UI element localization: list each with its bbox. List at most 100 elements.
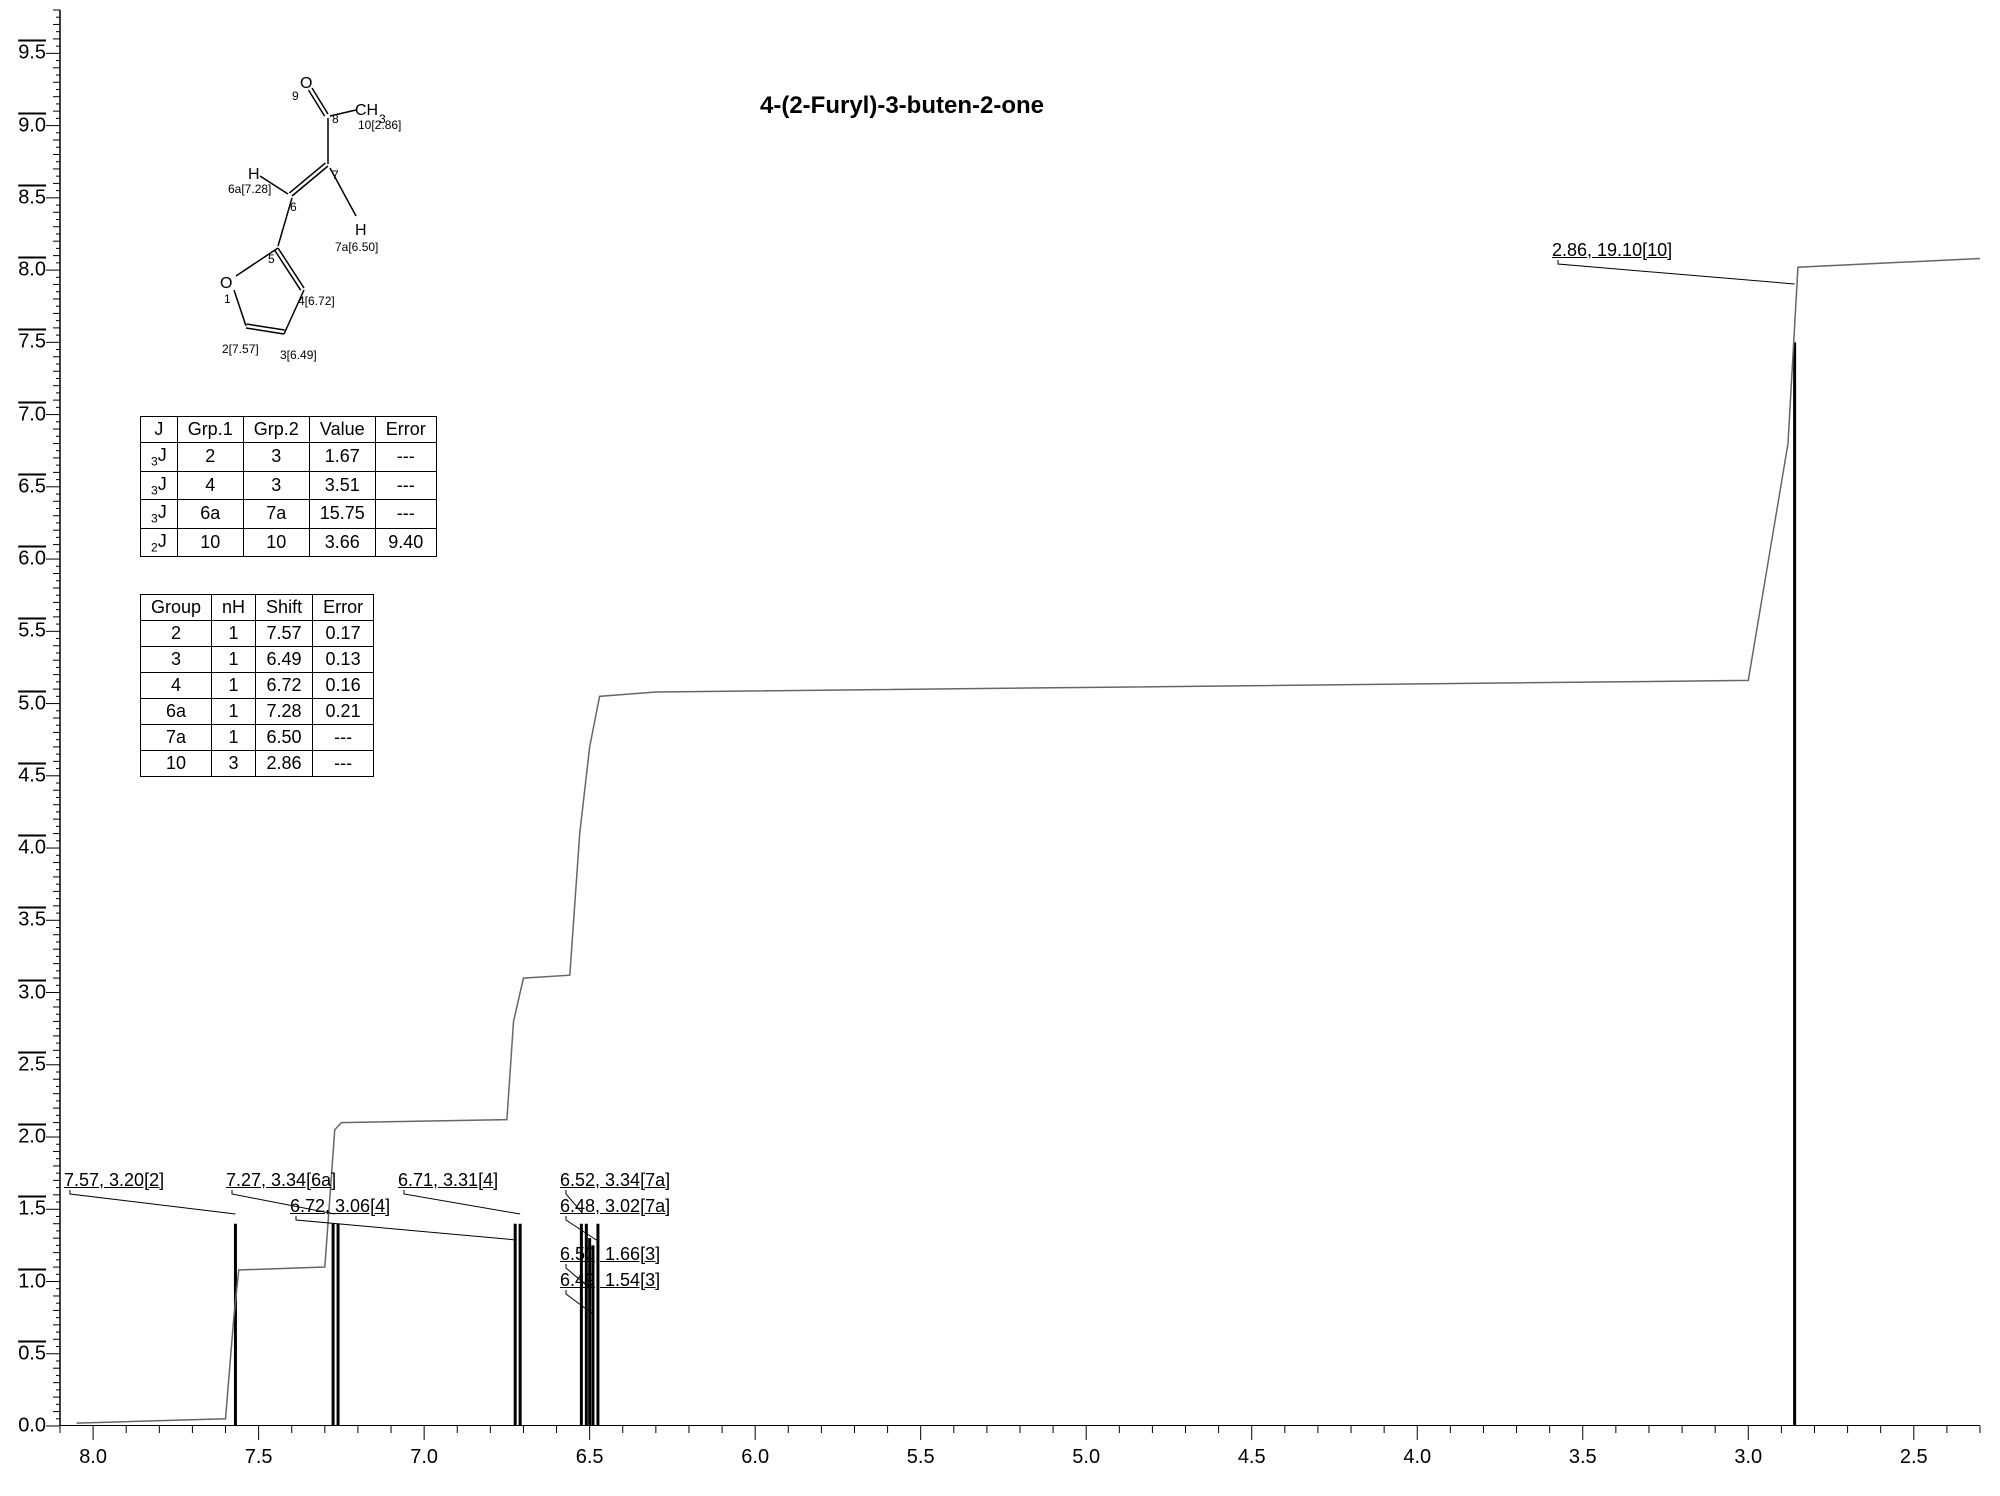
table-cell: 3J (141, 443, 178, 472)
table-cell: 6a (141, 699, 212, 725)
table-cell: 0.21 (313, 699, 374, 725)
table-cell: 7a (243, 500, 309, 529)
table-header: Value (309, 417, 375, 443)
atom-label: 6 (290, 200, 297, 214)
table-row: 1032.86--- (141, 751, 374, 777)
table-row: 416.720.16 (141, 673, 374, 699)
y-tick-label: 7.5 (0, 331, 46, 354)
atom-label: 6a[7.28] (228, 182, 271, 196)
table-cell: 10 (141, 751, 212, 777)
atom-label: O (220, 275, 232, 293)
table-cell: 9.40 (375, 528, 436, 557)
table-cell: 6a (177, 500, 243, 529)
table-cell: 2 (177, 443, 243, 472)
y-tick-label: 6.0 (0, 548, 46, 571)
table-cell: 1 (212, 647, 256, 673)
y-tick-label: 8.5 (0, 186, 46, 209)
x-tick-label: 3.5 (1569, 1446, 1597, 1469)
table-header: nH (212, 595, 256, 621)
table-row: 6a17.280.21 (141, 699, 374, 725)
atom-label: 10[2.86] (358, 118, 401, 132)
table-header: J (141, 417, 178, 443)
table-row: 3J433.51--- (141, 471, 437, 500)
table-cell: 7.57 (256, 621, 313, 647)
chemical-shifts-table: GroupnHShiftError217.570.17316.490.13416… (140, 594, 374, 777)
table-row: 316.490.13 (141, 647, 374, 673)
table-cell: 3J (141, 471, 178, 500)
x-axis-ticks (60, 1426, 1980, 1486)
atom-label-sub: 9 (292, 89, 299, 103)
peak-annotation: 6.48, 3.02[7a] (560, 1196, 670, 1217)
atom-label: 7 (332, 168, 339, 182)
table-row: 7a16.50--- (141, 725, 374, 751)
table-cell: 3J (141, 500, 178, 529)
x-tick-label: 4.0 (1403, 1446, 1431, 1469)
table-header: Grp.1 (177, 417, 243, 443)
table-cell: 0.16 (313, 673, 374, 699)
table-cell: 1 (212, 621, 256, 647)
y-tick-label: 2.5 (0, 1053, 46, 1076)
peak-annotation: 6.52, 3.34[7a] (560, 1170, 670, 1191)
table-header: Grp.2 (243, 417, 309, 443)
table-header: Shift (256, 595, 313, 621)
x-tick-label: 7.5 (245, 1446, 273, 1469)
table-row: 3J231.67--- (141, 443, 437, 472)
y-tick-label: 9.0 (0, 114, 46, 137)
y-tick-label: 9.5 (0, 42, 46, 65)
table-header: Error (313, 595, 374, 621)
atom-label: 2[7.57] (222, 342, 259, 356)
x-tick-label: 5.0 (1072, 1446, 1100, 1469)
x-tick-label: 5.5 (907, 1446, 935, 1469)
table-cell: 7a (141, 725, 212, 751)
y-tick-label: 5.0 (0, 692, 46, 715)
y-tick-label: 2.0 (0, 1126, 46, 1149)
table-row: 217.570.17 (141, 621, 374, 647)
table-row: 2J10103.669.40 (141, 528, 437, 557)
molecule-svg (180, 60, 480, 370)
table-header: Group (141, 595, 212, 621)
table-cell: --- (313, 751, 374, 777)
y-tick-label: 4.5 (0, 764, 46, 787)
atom-label: 3[6.49] (280, 348, 317, 362)
atom-label: 7a[6.50] (335, 240, 378, 254)
table-cell: 3 (243, 443, 309, 472)
table-cell: 0.13 (313, 647, 374, 673)
x-tick-label: 2.5 (1900, 1446, 1928, 1469)
table-cell: 0.17 (313, 621, 374, 647)
table-cell: 1.67 (309, 443, 375, 472)
table-cell: 2J (141, 528, 178, 557)
table-row: 3J6a7a15.75--- (141, 500, 437, 529)
y-tick-label: 7.0 (0, 403, 46, 426)
y-tick-label: 0.5 (0, 1342, 46, 1365)
table-cell: --- (313, 725, 374, 751)
table-cell: 6.50 (256, 725, 313, 751)
table-cell: 1 (212, 673, 256, 699)
atom-label: 5 (268, 252, 275, 266)
table-cell: 2 (141, 621, 212, 647)
table-cell: 3 (243, 471, 309, 500)
y-tick-label: 3.5 (0, 909, 46, 932)
peak-annotation: 7.57, 3.20[2] (64, 1170, 164, 1191)
table-cell: 10 (177, 528, 243, 557)
y-tick-label: 8.0 (0, 259, 46, 282)
table-cell: 3 (212, 751, 256, 777)
y-tick-label: 4.0 (0, 837, 46, 860)
table-cell: 6.49 (256, 647, 313, 673)
y-tick-label: 6.5 (0, 475, 46, 498)
y-tick-label: 1.0 (0, 1270, 46, 1293)
peak-annotation: 6.49, 1.54[3] (560, 1270, 660, 1291)
peak-annotation: 2.86, 19.10[10] (1552, 240, 1672, 261)
table-cell: 15.75 (309, 500, 375, 529)
table-cell: 4 (141, 673, 212, 699)
y-tick-label: 3.0 (0, 981, 46, 1004)
y-tick-label: 1.5 (0, 1198, 46, 1221)
y-tick-label: 5.5 (0, 620, 46, 643)
x-tick-label: 6.0 (741, 1446, 769, 1469)
molecule-structure: O9CH310[2.86]8H6a[7.28]76H7a[6.50]5O14[6… (180, 60, 480, 360)
table-cell: 3 (141, 647, 212, 673)
atom-label: O (300, 75, 312, 93)
atom-label: 1 (224, 292, 231, 306)
x-tick-label: 7.0 (410, 1446, 438, 1469)
table-cell: 1 (212, 725, 256, 751)
x-tick-label: 8.0 (79, 1446, 107, 1469)
